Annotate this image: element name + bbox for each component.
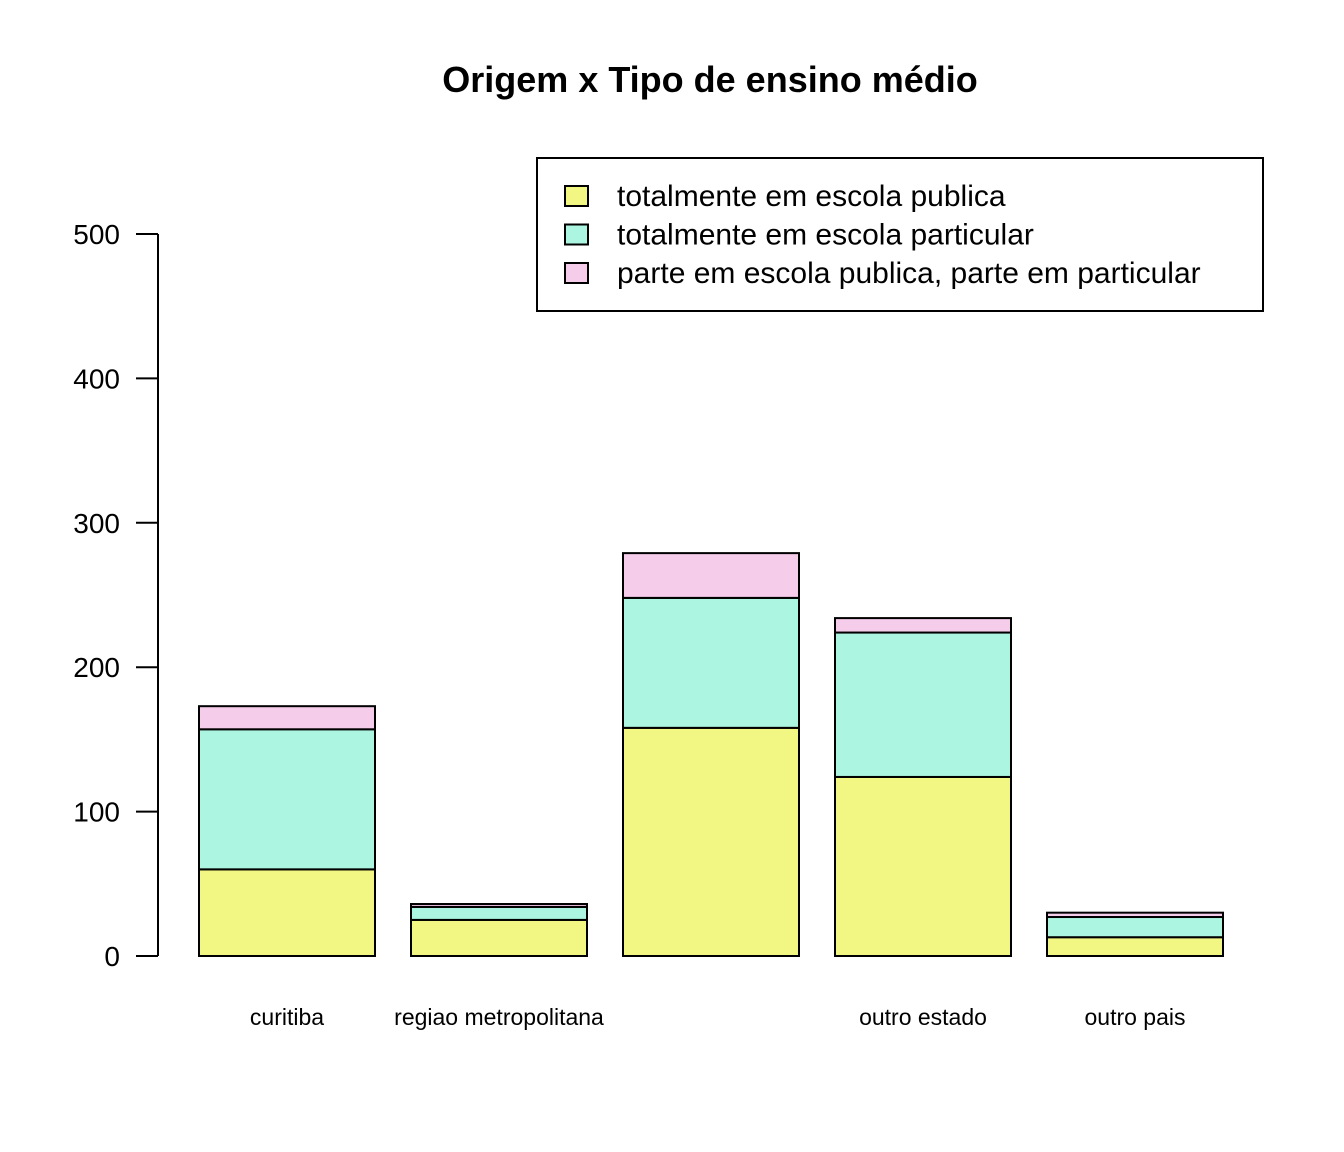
- bar-segment: [1046, 911, 1224, 919]
- x-tick-label: regiao metropolitana: [394, 1004, 604, 1030]
- bar-segment: [198, 705, 376, 731]
- x-tick-label: curitiba: [250, 1004, 324, 1030]
- bar-segment: [622, 552, 800, 599]
- legend-label: totalmente em escola particular: [617, 219, 1034, 252]
- legend-label: totalmente em escola publica: [617, 180, 1006, 213]
- y-tick-label: 500: [73, 219, 120, 250]
- bar-segment: [198, 868, 376, 957]
- bar-segment: [410, 905, 588, 921]
- bar-segment: [410, 918, 588, 958]
- bar-segment: [834, 617, 1012, 634]
- legend-box: [536, 157, 1264, 312]
- bar-segment: [1046, 916, 1224, 939]
- bars-group: [198, 552, 1224, 958]
- y-tick-label: 300: [73, 508, 120, 539]
- chart-title: Origem x Tipo de ensino médio: [442, 59, 977, 100]
- bar-segment: [622, 726, 800, 958]
- bar-segment: [1046, 936, 1224, 958]
- category-labels: curitiba regiao metropolitana outro estado…: [250, 1004, 1186, 1030]
- y-tick-label: 100: [73, 797, 120, 828]
- legend: totalmente em escola publica totalmente e…: [536, 157, 1264, 312]
- y-axis: 0 100 200 300 400 500: [73, 219, 159, 972]
- legend-swatch: [564, 185, 589, 207]
- y-tick-label: 200: [73, 652, 120, 683]
- y-tick-label: 0: [104, 941, 120, 972]
- x-tick-label: outro pais: [1084, 1004, 1185, 1030]
- legend-swatch: [564, 223, 589, 246]
- bar-segment: [198, 728, 376, 871]
- x-tick-label: outro estado: [859, 1004, 987, 1030]
- bar-segment: [622, 596, 800, 729]
- legend-swatch: [564, 262, 589, 284]
- legend-label: parte em escola publica, parte em partic…: [617, 257, 1201, 290]
- bar-segment: [834, 631, 1012, 778]
- bar-segment: [834, 775, 1012, 957]
- bar-segment: [410, 903, 588, 908]
- y-tick-label: 400: [73, 363, 120, 394]
